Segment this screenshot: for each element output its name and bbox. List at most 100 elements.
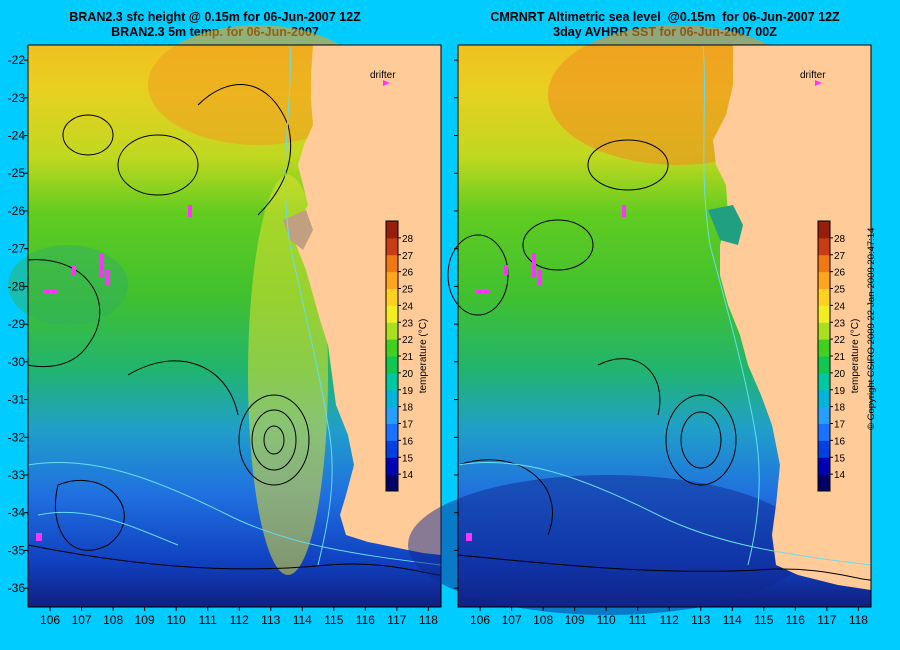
x-tick-label: 111	[199, 613, 218, 627]
x-tick-label: 114	[293, 613, 312, 627]
x-tick-label: 115	[754, 613, 773, 627]
right-frame	[457, 44, 872, 608]
x-tick-label: 117	[817, 613, 836, 627]
left-drifter-marker	[383, 80, 390, 86]
y-tick-label: -33	[8, 468, 26, 482]
y-tick-label: -25	[8, 166, 26, 180]
colorbar-tick-label: 22	[402, 335, 414, 346]
x-tick-label: 107	[72, 613, 92, 627]
colorbar-segment	[386, 288, 398, 306]
x-tick-label: 118	[419, 613, 438, 627]
y-tick-label: -22	[8, 53, 26, 67]
colorbar-segment	[386, 254, 398, 273]
colorbar-segment	[386, 221, 398, 239]
colorbar-segment	[818, 356, 830, 374]
colorbar-segment	[818, 271, 830, 289]
colorbar-segment	[386, 322, 398, 340]
right-land	[713, 45, 871, 590]
colorbar-tick-label: 20	[834, 369, 846, 380]
colorbar-tick-label: 28	[834, 234, 846, 245]
y-tick-label: -31	[8, 393, 26, 407]
colorbar-segment	[386, 356, 398, 374]
left-drifters	[36, 205, 192, 541]
right-cold-south	[408, 475, 808, 615]
colorbar-tick-label: 27	[402, 251, 414, 262]
y-tick-label: -29	[8, 317, 26, 331]
colorbar-tick-label: 25	[834, 285, 846, 296]
colorbar-tick-label: 19	[834, 386, 846, 397]
colorbar-segment	[386, 305, 398, 323]
x-tick-label: 110	[167, 613, 186, 627]
right-isobaths	[457, 44, 872, 566]
x-tick-label: 109	[135, 613, 155, 627]
colorbar-tick-label: 15	[402, 453, 414, 464]
colorbar-tick-label: 23	[402, 318, 414, 329]
colorbar-tick-label: 23	[834, 318, 846, 329]
x-tick-label: 108	[533, 613, 553, 627]
right-drifter-label: drifter	[800, 70, 826, 81]
colorbar-segment	[818, 221, 830, 239]
colorbars: 14 15 16 17 18 19 20 21 22 23 24 25 26 27 28 temperatur…	[385, 220, 861, 492]
y-tick-label: -27	[8, 242, 26, 256]
left-drifter-label: drifter	[370, 70, 396, 81]
colorbar-segment	[818, 305, 830, 323]
left-map: drifter	[8, 25, 442, 608]
right-drifter-marker	[815, 80, 822, 86]
copyright-text: © Copyright CSIRO 2009 22-Jan-2009 20:47…	[866, 227, 877, 430]
x-tick-label: 108	[103, 613, 123, 627]
colorbar-segment	[818, 423, 830, 441]
x-tick-label: 106	[40, 613, 60, 627]
x-tick-label: 112	[660, 613, 679, 627]
colorbar-segment	[818, 406, 830, 424]
left-title-line1: BRAN2.3 sfc height @ 0.15m for 06-Jun-20…	[69, 10, 361, 24]
colorbar-tick-label: 18	[402, 403, 414, 414]
colorbar-tick-label: 22	[834, 335, 846, 346]
colorbar-segment	[386, 423, 398, 441]
y-tick-label: -35	[8, 543, 26, 557]
y-tick-label: -30	[8, 355, 26, 369]
colorbar-tick-label: 16	[834, 436, 846, 447]
colorbar-segment	[386, 389, 398, 408]
axes: 106 107 108 109 110 111 112 113 114 115 116 117 118 -…	[8, 53, 869, 627]
colorbar-segment	[818, 339, 830, 357]
right-drifters	[466, 205, 626, 541]
colorbar-tick-label: 24	[402, 301, 414, 312]
colorbar-tick-label: 26	[834, 268, 846, 279]
colorbar-segment	[818, 457, 830, 475]
x-tick-label: 118	[849, 613, 868, 627]
colorbar-segment	[386, 440, 398, 458]
colorbar-segment	[818, 372, 830, 391]
x-tick-label: 107	[502, 613, 522, 627]
left-isobaths	[27, 44, 442, 566]
left-cool-west	[8, 245, 128, 325]
colorbar-tick-label: 16	[402, 436, 414, 447]
colorbar-segment	[818, 474, 830, 492]
x-tick-label: 114	[723, 613, 742, 627]
y-tick-label: -26	[8, 204, 26, 218]
colorbar-tick-label: 17	[402, 420, 414, 431]
left-contours	[27, 84, 442, 576]
colorbar-segment	[818, 288, 830, 306]
left-frame	[27, 44, 442, 608]
colorbar-tick-label: 15	[834, 453, 846, 464]
y-tick-label: -32	[8, 430, 26, 444]
colorbar-tick-label: 21	[834, 352, 846, 363]
colorbar-segment	[386, 474, 398, 492]
colorbar-tick-label: 18	[834, 403, 846, 414]
right-map: drifter	[408, 25, 872, 615]
x-tick-label: 111	[629, 613, 648, 627]
x-tick-label: 115	[324, 613, 343, 627]
y-tick-label: -24	[8, 129, 26, 143]
colorbar-tick-label: 27	[834, 251, 846, 262]
colorbar-tick-label: 20	[402, 369, 414, 380]
colorbar-segment	[818, 440, 830, 458]
x-tick-label: 116	[786, 613, 805, 627]
y-tick-label: -23	[8, 91, 26, 105]
colorbar-segment	[386, 457, 398, 475]
colorbar-segment	[386, 406, 398, 424]
colorbar-label: temperature (°C)	[850, 319, 861, 394]
left-bay	[283, 210, 313, 250]
colorbar-segment	[818, 322, 830, 340]
x-tick-label: 110	[597, 613, 616, 627]
